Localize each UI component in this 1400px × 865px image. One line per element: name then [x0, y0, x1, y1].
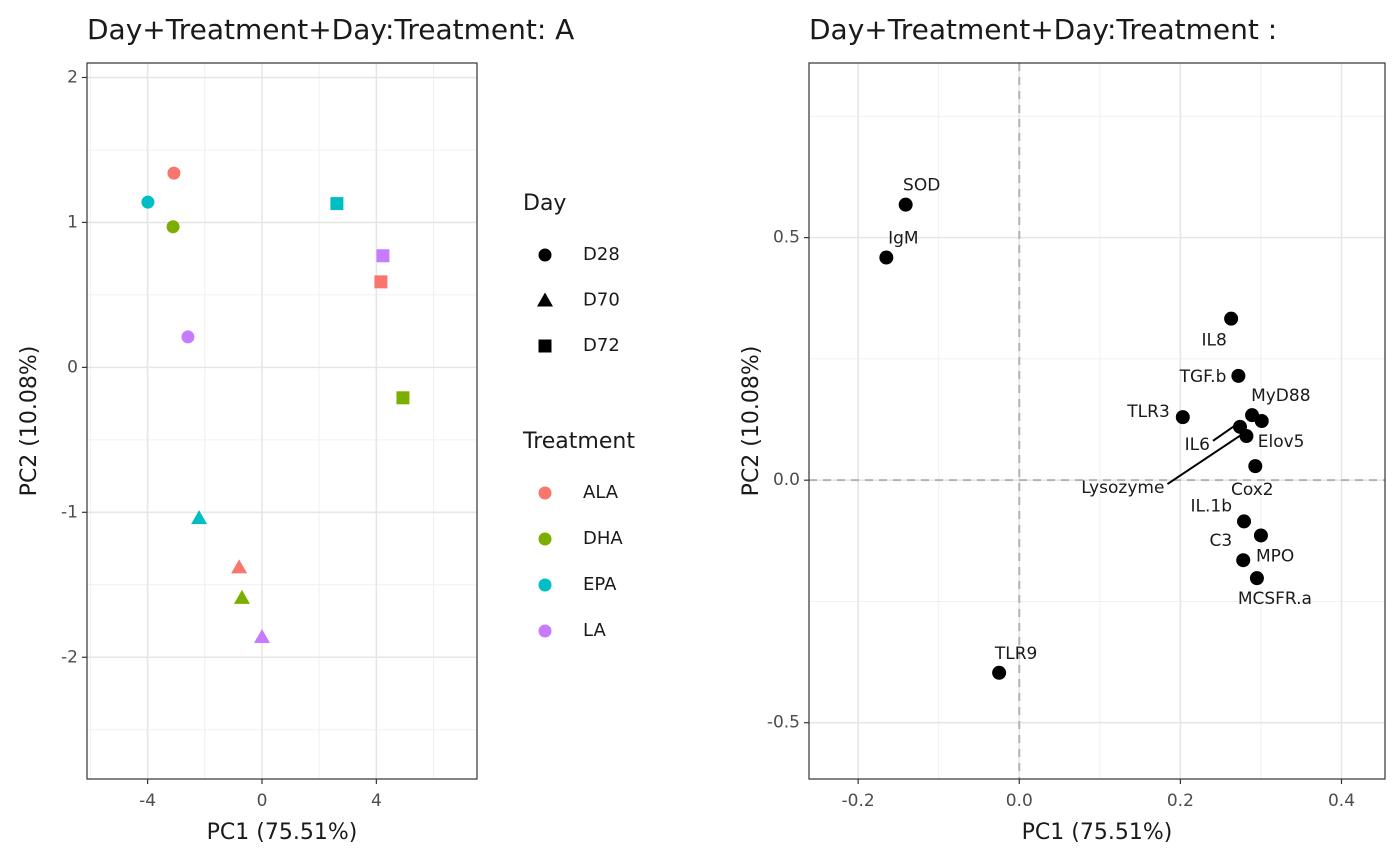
- y-tick-label: -0.5: [767, 713, 800, 733]
- legend-key: [538, 578, 552, 592]
- x-tick-label: 0.4: [1328, 791, 1355, 811]
- x-tick-label: 4: [371, 791, 382, 811]
- x-tick-label: 0.0: [1006, 791, 1033, 811]
- point-label: Cox2: [1231, 480, 1274, 500]
- point: [1175, 410, 1190, 425]
- point: [1239, 429, 1254, 444]
- point-label: Lysozyme: [1081, 478, 1164, 498]
- y-tick-label: -1: [61, 502, 78, 522]
- legend-label: ALA: [583, 482, 619, 503]
- point: [1249, 571, 1264, 586]
- x-tick-label: -0.2: [842, 791, 875, 811]
- legend-key: [538, 339, 552, 353]
- legend-title: Treatment: [522, 429, 635, 454]
- point: [879, 250, 894, 265]
- y-tick-label: 1: [67, 212, 78, 232]
- point-label: IL.1b: [1191, 496, 1233, 516]
- point: [992, 665, 1007, 680]
- x-tick-label: -4: [139, 791, 156, 811]
- point-label: C3: [1210, 531, 1233, 551]
- x-tick-label: 0: [257, 791, 268, 811]
- point: [898, 197, 913, 212]
- legend-key: [538, 624, 552, 638]
- x-tick-label: 0.2: [1167, 791, 1194, 811]
- legend-key: [538, 248, 552, 262]
- point-label: TLR3: [1126, 402, 1169, 422]
- point: [1236, 553, 1251, 568]
- point-label: SOD: [903, 176, 940, 196]
- legend-label: LA: [583, 620, 606, 641]
- point: [396, 391, 410, 405]
- point-label: MyD88: [1251, 386, 1310, 406]
- y-tick-label: 0: [67, 357, 78, 377]
- point-label: TGF.b: [1179, 367, 1227, 387]
- point: [231, 559, 248, 574]
- legend-label: D70: [583, 290, 620, 311]
- chart-title: Day+Treatment+Day:Treatment :: [809, 13, 1277, 46]
- point: [181, 330, 195, 344]
- point: [330, 197, 344, 211]
- plot-background: [87, 63, 477, 779]
- point: [1224, 311, 1239, 326]
- legend-label: DHA: [583, 528, 623, 549]
- x-axis-label: PC1 (75.51%): [207, 820, 358, 845]
- x-axis-label: PC1 (75.51%): [1022, 820, 1173, 845]
- legend-label: D72: [583, 335, 620, 356]
- legend-label: D28: [583, 244, 620, 265]
- point: [166, 220, 180, 234]
- point-label: TLR9: [994, 644, 1037, 664]
- point: [1253, 528, 1268, 543]
- point-label: IL6: [1185, 435, 1210, 455]
- point: [253, 628, 270, 643]
- y-axis-label: PC2 (10.08%): [739, 346, 764, 497]
- point: [1231, 368, 1246, 383]
- point: [141, 195, 155, 209]
- point: [376, 249, 390, 263]
- legend-title: Day: [523, 191, 566, 216]
- point: [1237, 514, 1252, 529]
- y-tick-label: -2: [61, 647, 78, 667]
- point-label: IL8: [1201, 331, 1226, 351]
- y-tick-label: 0.5: [773, 228, 800, 248]
- legend-key: [537, 292, 553, 307]
- plot-background: [809, 63, 1385, 779]
- plot-border: [86, 62, 478, 780]
- legend-key: [538, 486, 552, 500]
- y-axis-label: PC2 (10.08%): [17, 346, 42, 497]
- leader-line: [1166, 433, 1243, 485]
- y-tick-label: 0.0: [773, 470, 800, 490]
- point: [1248, 459, 1263, 474]
- legend-key: [538, 532, 552, 546]
- leader-line: [1212, 424, 1237, 442]
- point-label: MPO: [1256, 546, 1294, 566]
- point-label: Elov5: [1258, 432, 1305, 452]
- point: [374, 275, 388, 289]
- point-label: MCSFR.a: [1238, 589, 1312, 609]
- plot-border: [808, 62, 1386, 780]
- point: [191, 510, 208, 525]
- point: [1254, 414, 1269, 428]
- point: [233, 589, 250, 604]
- legend-label: EPA: [583, 574, 617, 595]
- point-label: IgM: [888, 229, 918, 249]
- point: [167, 166, 181, 180]
- chart-title: Day+Treatment+Day:Treatment: A: [87, 13, 574, 46]
- y-tick-label: 2: [67, 67, 78, 87]
